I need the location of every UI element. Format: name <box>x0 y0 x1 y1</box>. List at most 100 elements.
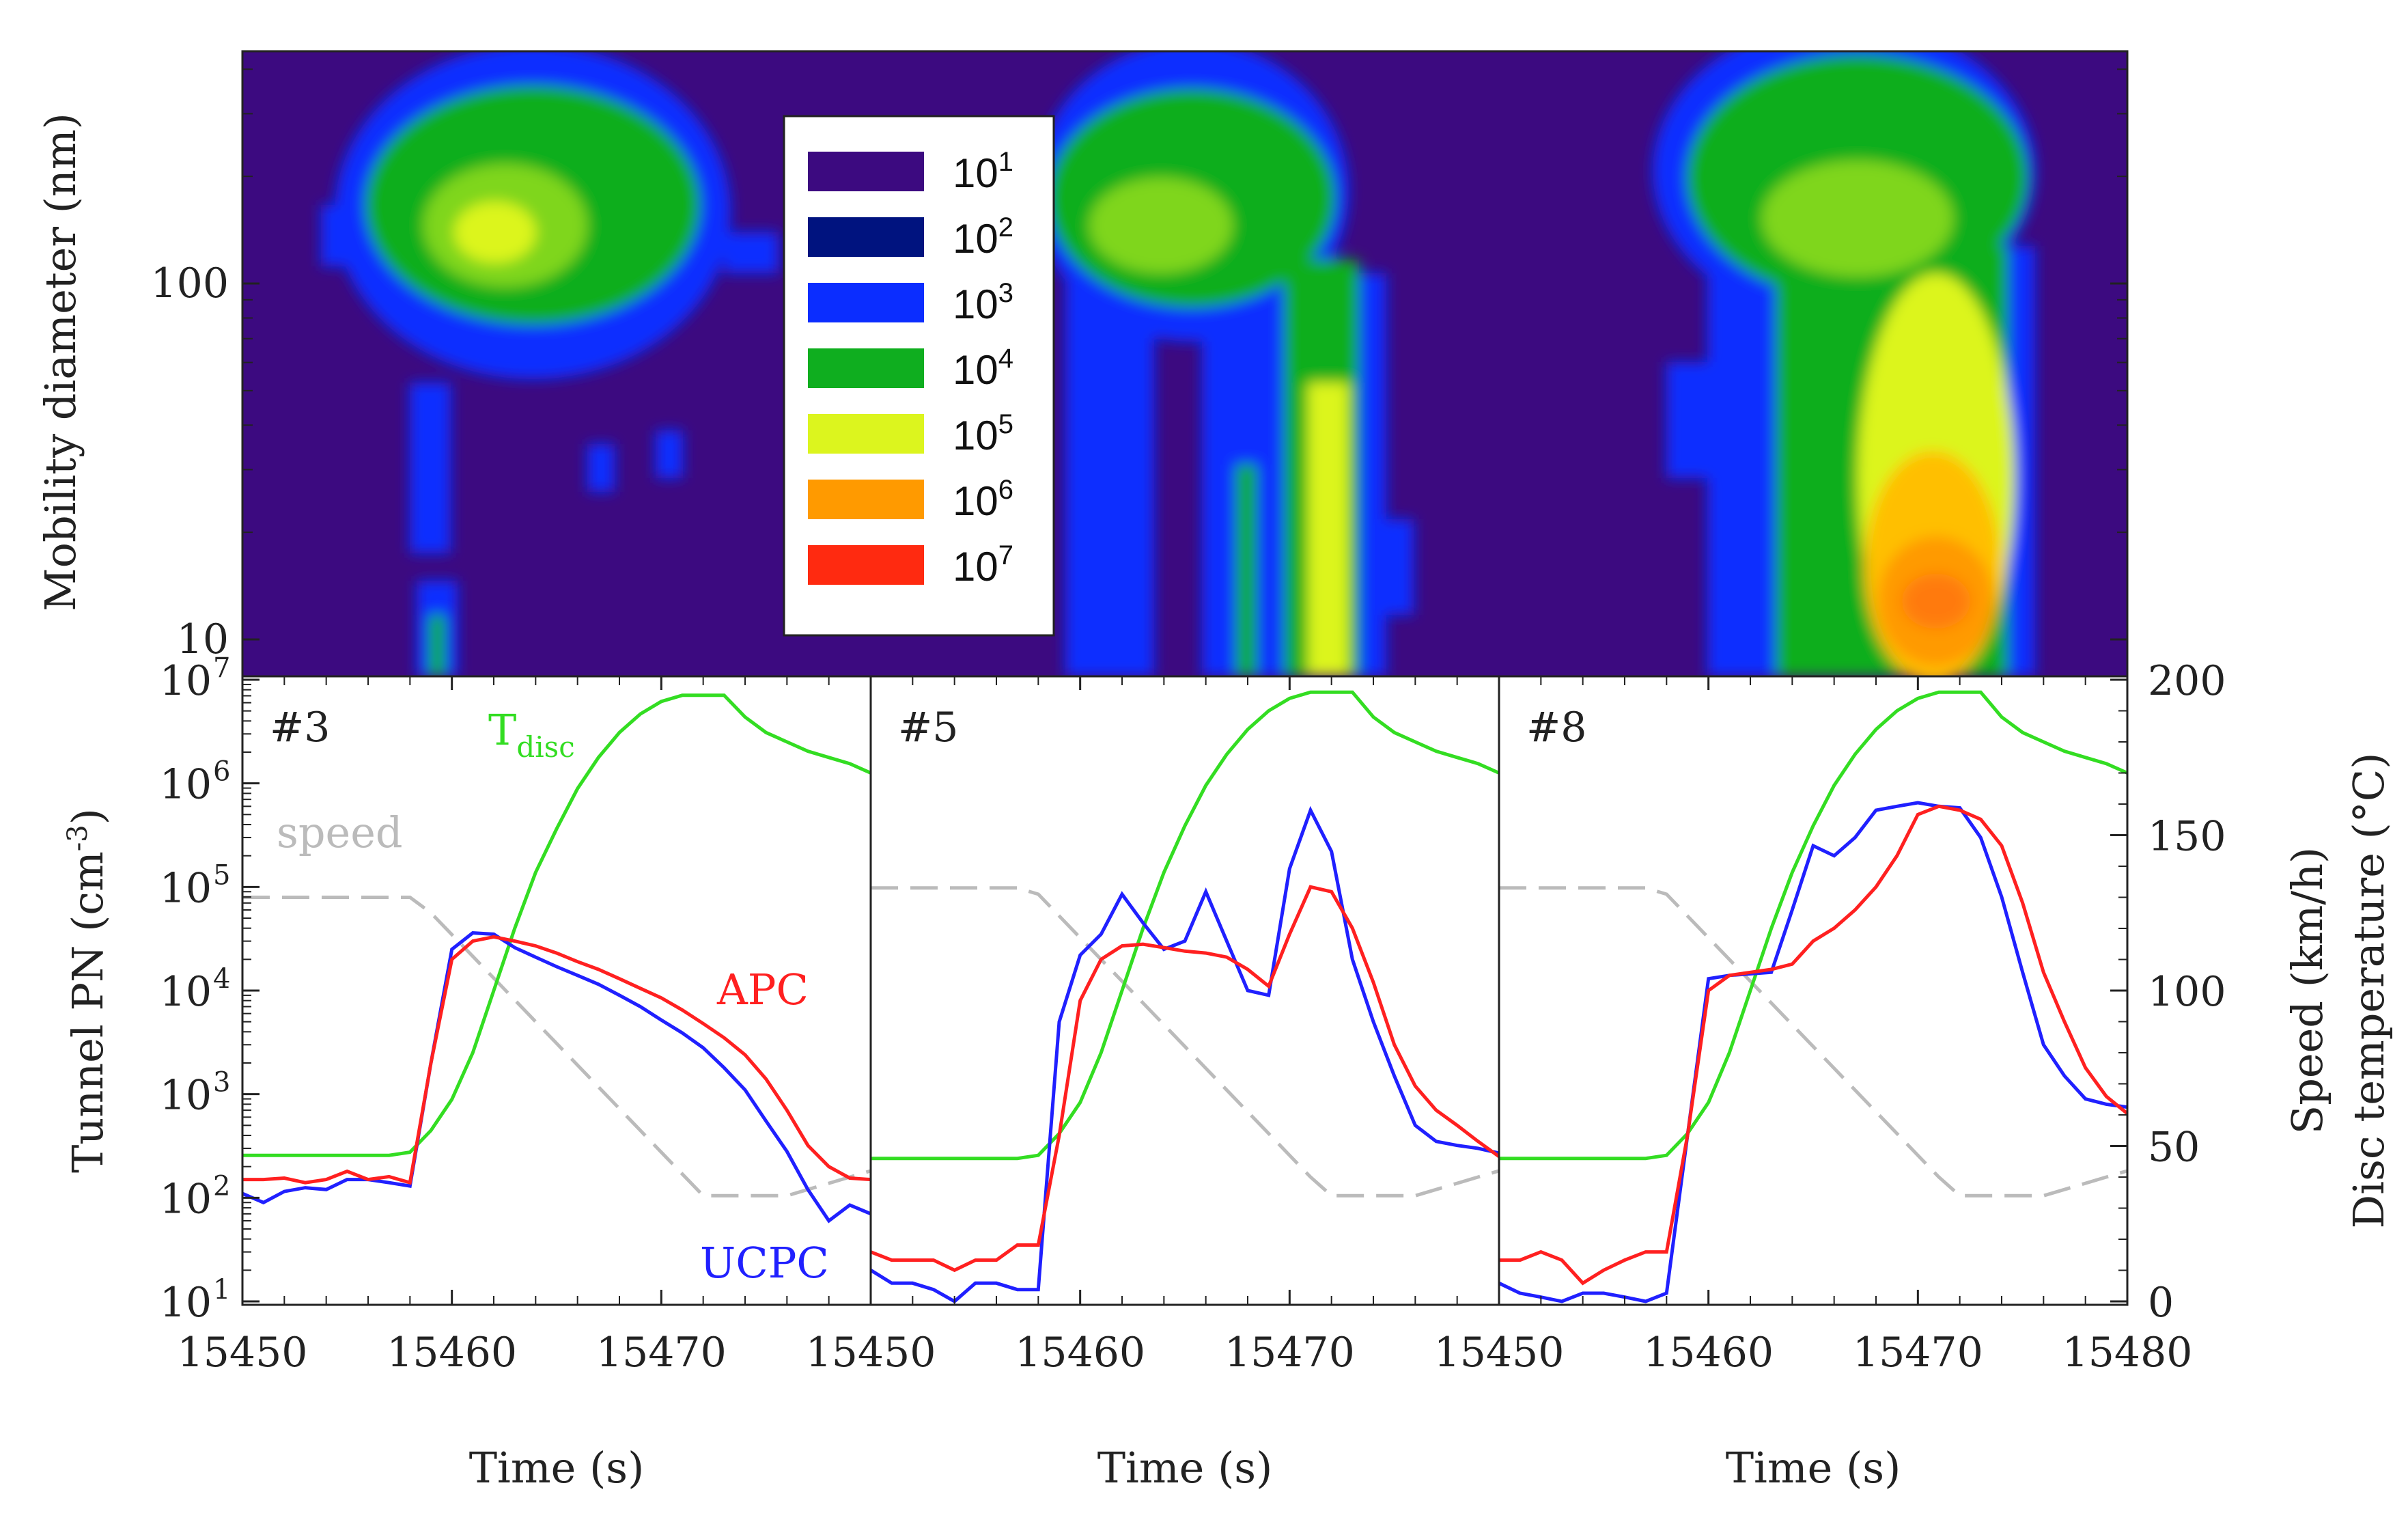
left-y-tick-base: 10 <box>160 1175 212 1223</box>
legend-label-exp: 1 <box>998 147 1013 177</box>
speed-line <box>1499 886 2127 1198</box>
left-y-tick-base: 10 <box>160 1072 212 1120</box>
legend-label-base: 10 <box>953 478 998 524</box>
legend-label: 101 <box>953 147 1013 196</box>
left-y-tick-exp: 1 <box>213 1274 230 1305</box>
left-y-tick-base: 10 <box>160 864 212 912</box>
speed-line <box>242 896 871 1198</box>
legend-label-base: 10 <box>953 216 998 262</box>
x-axis-label: Time (s) <box>1097 1443 1273 1493</box>
legend-swatch <box>808 152 924 191</box>
legend-label-base: 10 <box>953 544 998 590</box>
legend-label: 107 <box>953 540 1013 590</box>
legend-swatch <box>808 348 924 388</box>
legend-swatch <box>808 545 924 585</box>
left-y-tick-label: 10 <box>160 968 212 1016</box>
right-y-tick-label: 150 <box>2148 813 2226 861</box>
legend-label-base: 10 <box>953 281 998 327</box>
right-y-tick-label: 100 <box>2148 968 2226 1016</box>
panel-2-lines <box>1499 690 2127 1303</box>
panel-label: #3 <box>270 704 330 751</box>
legend-label-base: 10 <box>953 347 998 393</box>
x-tick-label: 15460 <box>1015 1329 1145 1377</box>
left-y-tick-exp: 5 <box>213 859 230 891</box>
panel-label: #5 <box>898 704 958 751</box>
left-y-tick-base: 10 <box>160 1279 212 1327</box>
apc-line <box>1499 804 2127 1286</box>
left-y-tick-label: 10 <box>160 1175 212 1223</box>
heatmap-y-tick-label: 100 <box>150 260 229 307</box>
legend-label: 103 <box>953 278 1013 327</box>
left-y-tick-exp: 7 <box>213 652 230 684</box>
ucpc-annotation: UCPC <box>700 1238 829 1288</box>
left-y-tick-label: 10 <box>160 761 212 809</box>
legend-swatch <box>808 217 924 257</box>
ucpc-line <box>242 931 871 1224</box>
heatmap-y-tick-label: 10 <box>177 616 229 663</box>
right-y-label-temp: Disc temperature (°C) <box>2344 753 2394 1229</box>
tdisc-line <box>871 690 1499 1161</box>
tdisc-line <box>242 693 871 1157</box>
left-y-tick-exp: 2 <box>213 1170 230 1202</box>
legend-label: 104 <box>953 344 1013 393</box>
left-y-tick-base: 10 <box>160 968 212 1016</box>
panel-1-lines <box>871 690 1499 1304</box>
x-tick-label: 15470 <box>1853 1329 1983 1377</box>
ucpc-line <box>1499 801 2127 1303</box>
left-y-tick-exp: 4 <box>213 963 230 995</box>
tdisc-line <box>1499 690 2127 1161</box>
x-tick-label: 15450 <box>1434 1329 1565 1377</box>
legend-swatch <box>808 480 924 519</box>
left-y-tick-exp: 6 <box>213 756 230 788</box>
apc-annotation: APC <box>716 965 809 1014</box>
x-tick-label: 15450 <box>806 1329 936 1377</box>
right-y-tick-label: 50 <box>2148 1124 2200 1172</box>
left-y-tick-label: 10 <box>160 1279 212 1327</box>
x-axis-label: Time (s) <box>469 1443 645 1493</box>
x-tick-label: 15460 <box>1643 1329 1774 1377</box>
apc-line <box>871 885 1499 1273</box>
legend-label-exp: 3 <box>998 278 1013 308</box>
panel-0-lines <box>242 693 871 1224</box>
legend-label-exp: 2 <box>998 212 1013 243</box>
tdisc-annotation: Tdisc <box>488 705 575 764</box>
legend-label-exp: 5 <box>998 409 1013 439</box>
legend-label: 102 <box>953 212 1013 262</box>
legend-label-exp: 4 <box>998 344 1013 374</box>
left-y-tick-base: 10 <box>160 657 212 705</box>
legend-label-exp: 7 <box>998 540 1013 570</box>
x-axis-label: Time (s) <box>1726 1443 1901 1493</box>
speed-annotation: speed <box>277 807 403 857</box>
ucpc-line <box>871 805 1499 1304</box>
legend-label: 106 <box>953 475 1013 524</box>
tdisc-annotation-sub: disc <box>516 730 574 764</box>
speed-line <box>871 886 1499 1198</box>
line-panels-background <box>242 676 2127 1305</box>
legend-label-base: 10 <box>953 150 998 196</box>
legend-label-exp: 6 <box>998 475 1013 505</box>
left-y-tick-label: 10 <box>160 657 212 705</box>
x-tick-label: 15480 <box>2062 1329 2193 1377</box>
legend-label-base: 10 <box>953 413 998 458</box>
x-tick-label: 15450 <box>178 1329 308 1377</box>
panel-label: #8 <box>1526 704 1586 751</box>
right-y-tick-label: 0 <box>2148 1279 2174 1327</box>
right-y-tick-label: 200 <box>2148 657 2226 705</box>
heatmap-blobs <box>321 51 2035 676</box>
x-tick-label: 15470 <box>1224 1329 1355 1377</box>
legend-swatch <box>808 414 924 454</box>
left-y-tick-label: 10 <box>160 864 212 912</box>
left-y-tick-label: 10 <box>160 1072 212 1120</box>
tdisc-annotation-main: T <box>488 705 516 755</box>
heatmap-y-label: Mobility diameter (nm) <box>36 113 85 611</box>
right-y-label-speed: Speed (km/h) <box>2282 847 2332 1135</box>
left-y-tick-base: 10 <box>160 761 212 809</box>
legend-label: 105 <box>953 409 1013 458</box>
x-tick-label: 15470 <box>596 1329 727 1377</box>
x-tick-label: 15460 <box>387 1329 517 1377</box>
apc-line <box>242 935 871 1185</box>
left-y-tick-exp: 3 <box>213 1067 230 1098</box>
